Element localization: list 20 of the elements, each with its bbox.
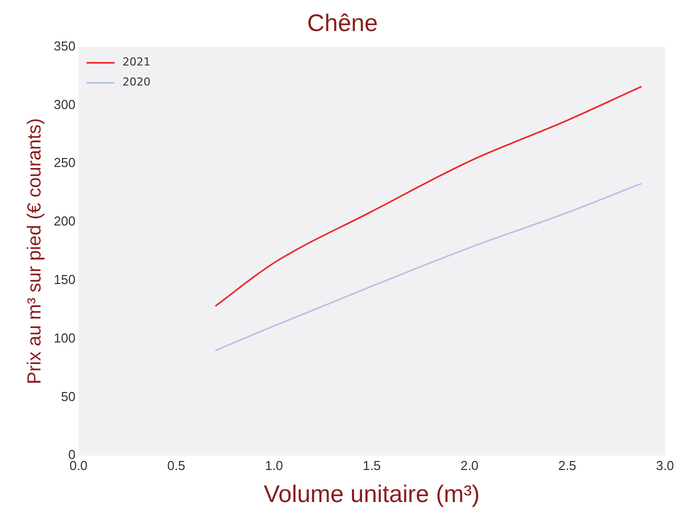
chart-title: Chêne [307,10,378,38]
x-tick-label: 1.0 [264,458,284,473]
x-tick-label: 1.5 [362,458,381,473]
x-tick-label: 2.5 [558,458,576,473]
y-tick-label: 300 [54,96,76,112]
y-tick-label: 200 [54,214,76,229]
legend-label: 2021 [122,56,150,69]
y-tick-label: 350 [54,38,76,54]
legend-label: 2020 [122,76,150,89]
y-tick-label: 250 [54,155,76,170]
line-series [214,182,642,352]
line-series [214,86,642,307]
x-tick-label: 0.5 [167,458,186,473]
x-axis-title: Volume unitaire (m³) [264,481,480,508]
y-axis-title: Prix au m³ sur pied (€ courants) [24,118,46,384]
y-tick-label: 150 [54,272,76,287]
x-tick-label: 3.0 [656,458,674,473]
y-tick-label: 100 [54,330,76,346]
y-tick-label: 50 [61,388,76,404]
x-tick-label: 2.0 [460,458,479,473]
